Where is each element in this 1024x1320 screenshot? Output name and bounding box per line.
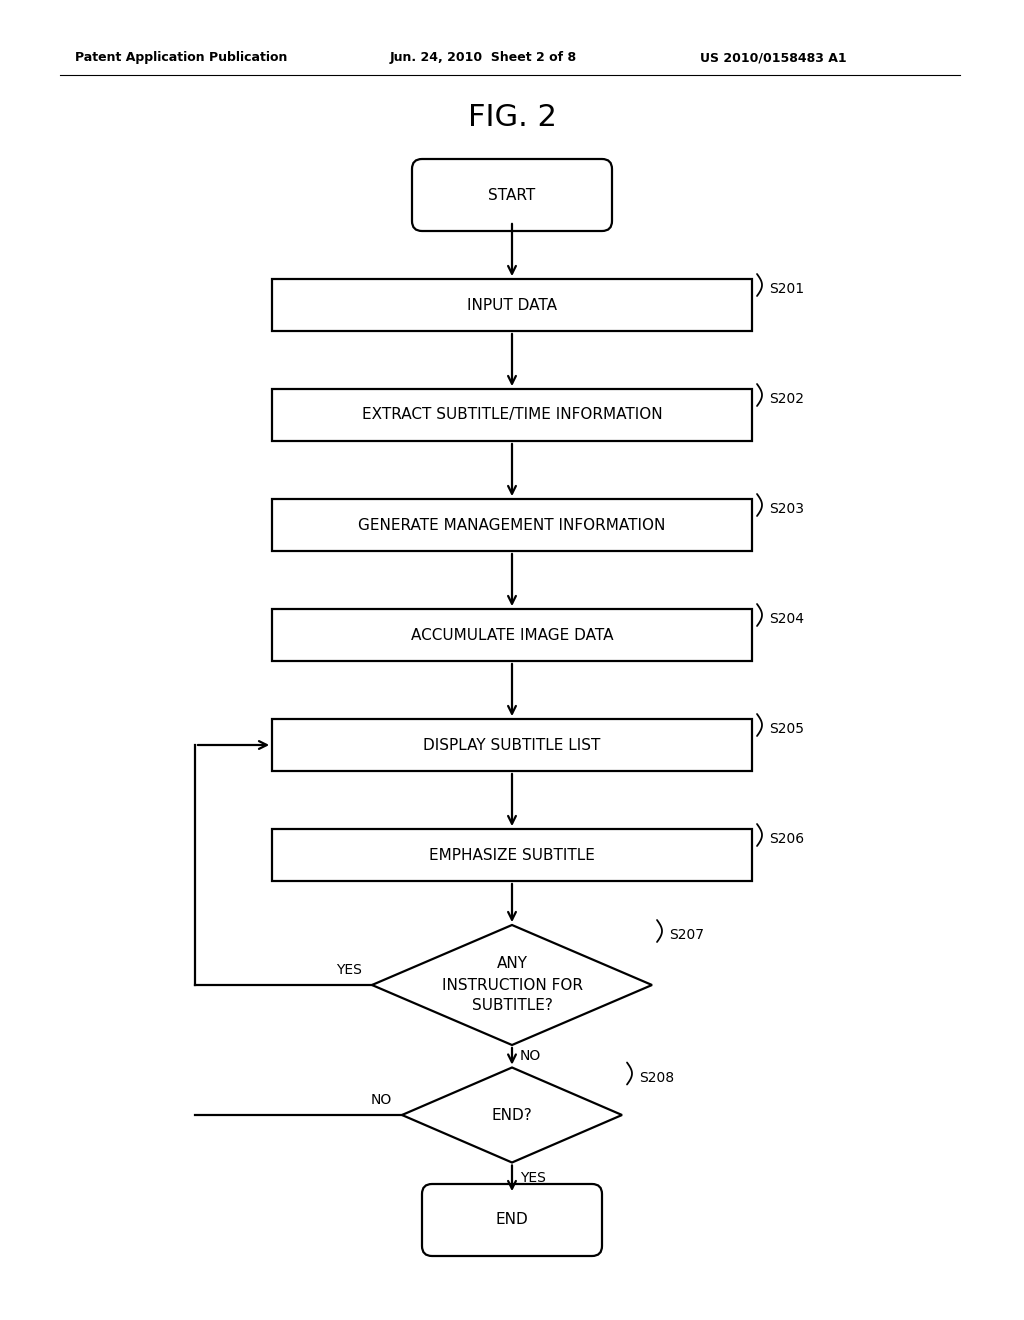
Text: NO: NO bbox=[371, 1093, 392, 1107]
Text: EMPHASIZE SUBTITLE: EMPHASIZE SUBTITLE bbox=[429, 847, 595, 862]
Text: YES: YES bbox=[520, 1171, 546, 1185]
Text: ACCUMULATE IMAGE DATA: ACCUMULATE IMAGE DATA bbox=[411, 627, 613, 643]
Bar bbox=[272, 609, 752, 661]
Text: Patent Application Publication: Patent Application Publication bbox=[75, 51, 288, 65]
Text: YES: YES bbox=[336, 964, 362, 977]
FancyBboxPatch shape bbox=[422, 1184, 602, 1257]
Text: NO: NO bbox=[520, 1049, 542, 1063]
Text: Jun. 24, 2010  Sheet 2 of 8: Jun. 24, 2010 Sheet 2 of 8 bbox=[390, 51, 578, 65]
Text: DISPLAY SUBTITLE LIST: DISPLAY SUBTITLE LIST bbox=[423, 738, 601, 752]
Text: S207: S207 bbox=[669, 928, 705, 942]
Bar bbox=[272, 499, 752, 550]
Polygon shape bbox=[372, 925, 652, 1045]
Bar bbox=[272, 279, 752, 331]
Text: S208: S208 bbox=[639, 1071, 674, 1085]
Text: END?: END? bbox=[492, 1107, 532, 1122]
Text: S201: S201 bbox=[769, 282, 804, 296]
Text: ANY
INSTRUCTION FOR
SUBTITLE?: ANY INSTRUCTION FOR SUBTITLE? bbox=[441, 957, 583, 1014]
Text: S206: S206 bbox=[769, 832, 804, 846]
Text: GENERATE MANAGEMENT INFORMATION: GENERATE MANAGEMENT INFORMATION bbox=[358, 517, 666, 532]
Text: START: START bbox=[488, 187, 536, 202]
Text: INPUT DATA: INPUT DATA bbox=[467, 297, 557, 313]
Text: S205: S205 bbox=[769, 722, 804, 737]
Text: S204: S204 bbox=[769, 612, 804, 626]
Bar bbox=[272, 389, 752, 441]
Text: EXTRACT SUBTITLE/TIME INFORMATION: EXTRACT SUBTITLE/TIME INFORMATION bbox=[361, 408, 663, 422]
Text: END: END bbox=[496, 1213, 528, 1228]
Bar bbox=[272, 719, 752, 771]
FancyBboxPatch shape bbox=[412, 158, 612, 231]
Text: S203: S203 bbox=[769, 502, 804, 516]
Text: S202: S202 bbox=[769, 392, 804, 407]
Text: FIG. 2: FIG. 2 bbox=[468, 103, 556, 132]
Polygon shape bbox=[402, 1068, 622, 1163]
Text: US 2010/0158483 A1: US 2010/0158483 A1 bbox=[700, 51, 847, 65]
Bar bbox=[272, 829, 752, 880]
